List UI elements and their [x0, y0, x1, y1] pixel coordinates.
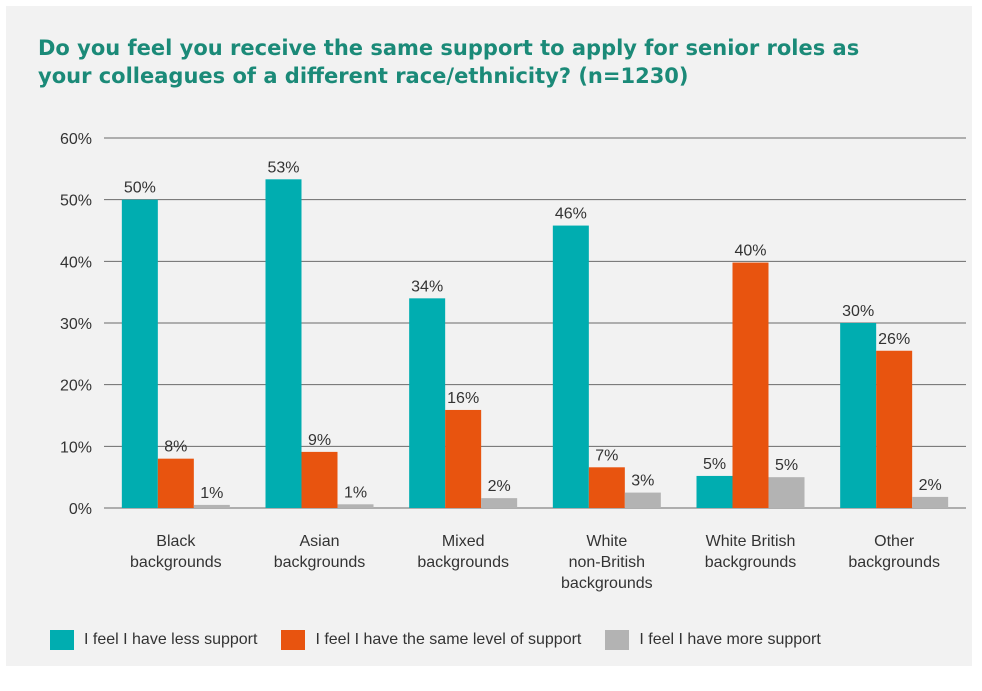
bar: [768, 477, 805, 508]
x-tick-label: White: [586, 533, 627, 550]
x-tick-label: Other: [874, 533, 915, 550]
bar: [588, 467, 625, 508]
x-tick-label: Asian: [299, 533, 339, 550]
data-label: 5%: [703, 456, 726, 473]
legend-item-less-support: I feel I have less support: [50, 630, 257, 650]
bar: [732, 262, 769, 508]
data-label: 34%: [411, 278, 443, 295]
x-tick-label: White British: [706, 533, 796, 550]
data-label: 2%: [919, 477, 942, 494]
bar: [193, 504, 230, 508]
y-tick-label: 60%: [60, 131, 92, 148]
bar: [552, 225, 589, 509]
chart-title-line-1: Do you feel you receive the same support…: [38, 36, 860, 60]
y-tick-label: 0%: [69, 501, 92, 518]
chart-title-line-2: your colleagues of a different race/ethn…: [38, 64, 689, 88]
bar: [696, 475, 733, 508]
legend-item-more-support: I feel I have more support: [605, 630, 821, 650]
chart-panel: [6, 6, 972, 666]
x-tick-label: Black: [156, 533, 196, 550]
bar: [337, 504, 374, 508]
legend-swatch-same-support: [281, 630, 306, 650]
legend-label-more-support: I feel I have more support: [639, 631, 821, 648]
legend-swatch-less-support: [50, 630, 74, 650]
x-tick-label: backgrounds: [561, 575, 653, 592]
data-label: 5%: [775, 457, 798, 474]
x-tick-label: backgrounds: [417, 554, 509, 571]
legend: I feel I have less support I feel I have…: [50, 628, 845, 652]
data-label: 9%: [308, 432, 331, 449]
x-tick-label: non-British: [569, 554, 645, 571]
x-tick-label: backgrounds: [130, 554, 222, 571]
x-tick-label: backgrounds: [274, 554, 366, 571]
bar: [409, 298, 446, 508]
bar: [912, 496, 949, 508]
bar: [265, 179, 302, 509]
bar: [840, 323, 877, 508]
data-label: 53%: [267, 159, 299, 176]
bar: [301, 451, 338, 508]
x-tick-label: backgrounds: [848, 554, 940, 571]
y-tick-label: 30%: [60, 316, 92, 333]
y-tick-label: 40%: [60, 254, 92, 271]
data-label: 1%: [344, 484, 367, 501]
data-label: 2%: [488, 478, 511, 495]
bar: [624, 492, 661, 508]
legend-label-same-support: I feel I have the same level of support: [315, 631, 582, 648]
data-label: 30%: [842, 303, 874, 320]
data-label: 50%: [124, 180, 156, 197]
data-label: 40%: [734, 243, 766, 260]
chart-title: Do you feel you receive the same support…: [38, 34, 938, 90]
data-label: 26%: [878, 331, 910, 348]
bar: [121, 199, 158, 508]
legend-swatch-more-support: [605, 630, 630, 650]
bar: [445, 409, 482, 508]
x-tick-label: Mixed: [442, 533, 485, 550]
y-tick-label: 20%: [60, 378, 92, 395]
y-tick-label: 50%: [60, 193, 92, 210]
data-label: 7%: [595, 447, 618, 464]
y-tick-label: 10%: [60, 439, 92, 456]
x-tick-label: backgrounds: [705, 554, 797, 571]
data-label: 3%: [631, 473, 654, 490]
data-label: 1%: [200, 485, 223, 502]
data-label: 16%: [447, 390, 479, 407]
data-label: 8%: [164, 439, 187, 456]
bar: [481, 498, 518, 508]
bar: [876, 350, 913, 508]
bar: [157, 458, 194, 508]
legend-label-less-support: I feel I have less support: [84, 631, 258, 648]
data-label: 46%: [555, 206, 587, 223]
legend-item-same-support: I feel I have the same level of support: [281, 630, 581, 650]
